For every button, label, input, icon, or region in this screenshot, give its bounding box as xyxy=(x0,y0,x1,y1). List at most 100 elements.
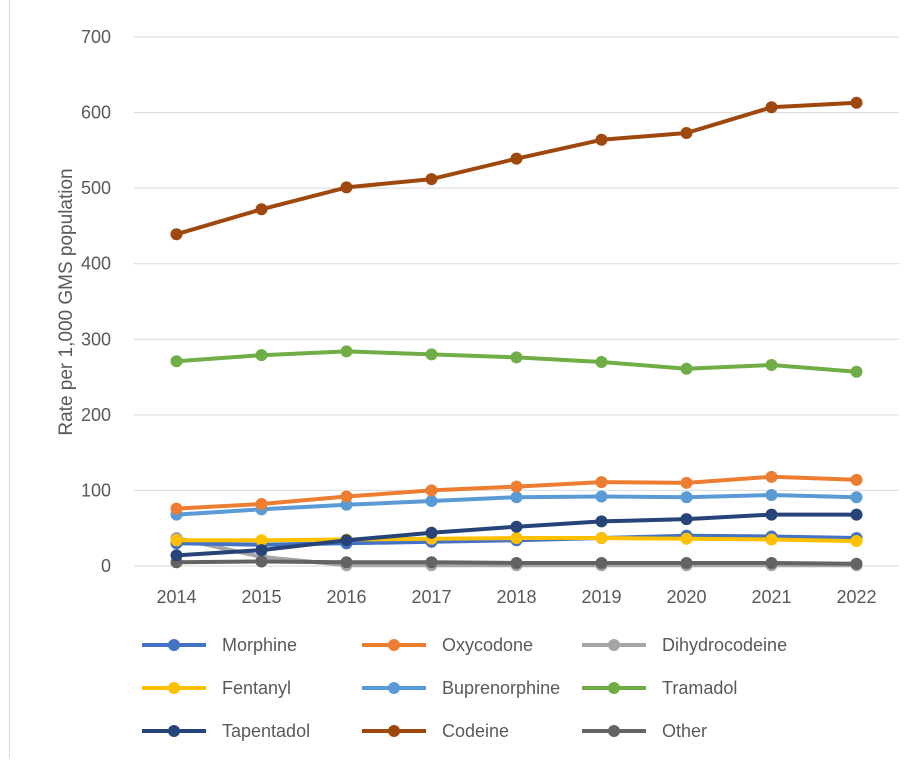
data-point-codeine xyxy=(340,181,353,194)
y-tick-label: 600 xyxy=(81,103,111,123)
data-point-fentanyl xyxy=(850,535,863,548)
legend-swatch-marker xyxy=(608,639,620,651)
legend-swatch-marker xyxy=(608,725,620,737)
legend-item-fentanyl: Fentanyl xyxy=(142,678,291,698)
x-tick-label: 2017 xyxy=(411,587,451,607)
legend-item-tapentadol: Tapentadol xyxy=(142,721,310,741)
legend-item-morphine: Morphine xyxy=(142,635,297,655)
data-point-oxycodone xyxy=(170,502,183,515)
legend-label: Other xyxy=(662,721,707,741)
legend-label: Dihydrocodeine xyxy=(662,635,787,655)
legend-label: Codeine xyxy=(442,721,509,741)
legend-label: Tramadol xyxy=(662,678,737,698)
data-point-oxycodone xyxy=(425,484,438,497)
data-point-buprenorphine xyxy=(425,495,438,508)
legend-swatch-marker xyxy=(388,639,400,651)
gridlines xyxy=(134,36,899,567)
x-tick-label: 2022 xyxy=(836,587,876,607)
data-point-other xyxy=(595,556,608,569)
x-axis-tick-labels: 2014 2015 2016 2017 2018 2019 2020 2021 2022 xyxy=(156,587,876,607)
data-point-codeine xyxy=(170,228,183,241)
data-point-tramadol xyxy=(680,362,693,375)
data-point-tapentadol xyxy=(255,544,268,557)
data-point-other xyxy=(510,556,523,569)
data-point-buprenorphine xyxy=(680,491,693,504)
series-oxycodone xyxy=(170,470,863,515)
data-point-codeine xyxy=(510,152,523,165)
data-point-oxycodone xyxy=(340,490,353,503)
x-tick-label: 2019 xyxy=(581,587,621,607)
legend-item-codeine: Codeine xyxy=(362,721,509,741)
data-point-tramadol xyxy=(595,355,608,368)
data-point-buprenorphine xyxy=(510,491,523,504)
data-point-fentanyl xyxy=(255,534,268,547)
legend-swatch-marker xyxy=(168,682,180,694)
data-point-oxycodone xyxy=(850,473,863,486)
legend-label: Fentanyl xyxy=(222,678,291,698)
data-point-fentanyl xyxy=(765,533,778,546)
series-other xyxy=(170,555,863,570)
data-point-other xyxy=(425,556,438,569)
data-point-oxycodone xyxy=(765,470,778,483)
legend-item-oxycodone: Oxycodone xyxy=(362,635,533,655)
legend-item-buprenorphine: Buprenorphine xyxy=(362,678,560,698)
data-point-fentanyl xyxy=(170,534,183,547)
series-tramadol xyxy=(170,345,863,378)
data-point-tapentadol xyxy=(765,508,778,521)
data-point-other xyxy=(765,556,778,569)
data-point-tramadol xyxy=(425,348,438,361)
data-point-codeine xyxy=(255,203,268,216)
data-point-tapentadol xyxy=(595,515,608,528)
y-tick-label: 300 xyxy=(81,329,111,349)
data-point-fentanyl xyxy=(510,532,523,545)
data-point-tramadol xyxy=(255,349,268,362)
series-tapentadol xyxy=(170,508,863,562)
data-point-tramadol xyxy=(170,355,183,368)
data-point-tapentadol xyxy=(510,520,523,533)
data-point-fentanyl xyxy=(680,532,693,545)
data-point-buprenorphine xyxy=(850,491,863,504)
data-point-buprenorphine xyxy=(340,498,353,511)
data-point-codeine xyxy=(595,133,608,146)
data-point-buprenorphine xyxy=(595,490,608,503)
data-point-oxycodone xyxy=(680,476,693,489)
data-point-buprenorphine xyxy=(765,488,778,501)
data-point-tapentadol xyxy=(170,549,183,562)
legend: Morphine Oxycodone Dihydrocodeine Fentanyl B… xyxy=(142,635,787,741)
legend-label: Buprenorphine xyxy=(442,678,560,698)
data-point-other xyxy=(680,556,693,569)
legend-item-tramadol: Tramadol xyxy=(582,678,737,698)
data-point-codeine xyxy=(425,173,438,186)
series-lines xyxy=(170,96,863,572)
data-point-tapentadol xyxy=(850,508,863,521)
y-tick-label: 0 xyxy=(101,556,111,576)
y-tick-label: 100 xyxy=(81,480,111,500)
series-line-codeine xyxy=(174,100,859,237)
data-point-other xyxy=(850,557,863,570)
series-codeine xyxy=(170,96,863,241)
y-tick-label: 500 xyxy=(81,178,111,198)
data-point-tapentadol xyxy=(680,513,693,526)
legend-label: Morphine xyxy=(222,635,297,655)
y-tick-label: 400 xyxy=(81,254,111,274)
data-point-tapentadol xyxy=(425,526,438,539)
x-tick-label: 2020 xyxy=(666,587,706,607)
data-point-codeine xyxy=(850,96,863,109)
x-tick-label: 2021 xyxy=(751,587,791,607)
x-tick-label: 2018 xyxy=(496,587,536,607)
data-point-oxycodone xyxy=(255,498,268,511)
data-point-fentanyl xyxy=(595,532,608,545)
x-tick-label: 2015 xyxy=(241,587,281,607)
legend-swatch-marker xyxy=(168,725,180,737)
data-point-codeine xyxy=(765,101,778,114)
data-point-other xyxy=(255,555,268,568)
series-buprenorphine xyxy=(170,488,863,521)
legend-swatch-marker xyxy=(388,682,400,694)
data-point-tapentadol xyxy=(340,534,353,547)
legend-label: Tapentadol xyxy=(222,721,310,741)
chart-frame: 0 100 200 300 400 500 600 700 2014 2015 2016 2017 2… xyxy=(9,0,912,758)
data-point-other xyxy=(340,556,353,569)
legend-swatch-marker xyxy=(388,725,400,737)
x-tick-label: 2014 xyxy=(156,587,196,607)
